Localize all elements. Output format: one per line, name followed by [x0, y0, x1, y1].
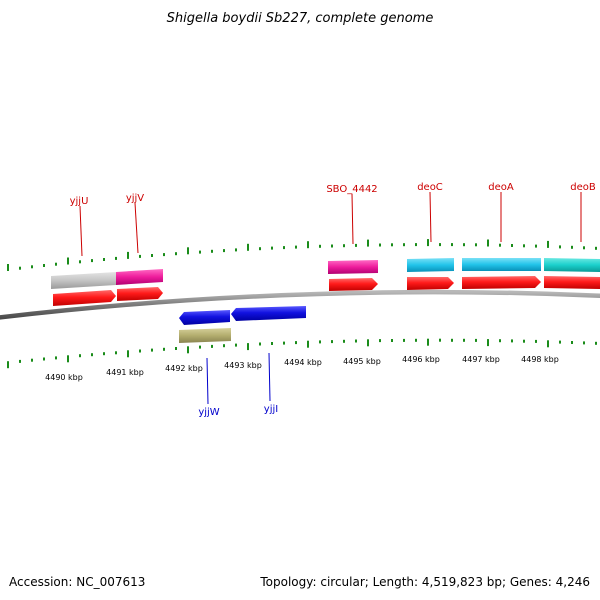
cog-block-yjjV	[116, 269, 163, 285]
gene-label-yjjV: yjjV	[126, 193, 144, 204]
cds-arrow-deoA	[462, 276, 541, 289]
cog-block-deoC	[407, 258, 454, 272]
cds-arrow-yjjU	[53, 290, 116, 306]
cds-arrow-deoC	[407, 277, 454, 290]
gene-label-deoA: deoA	[488, 182, 514, 193]
cds-track-reverse	[179, 306, 306, 325]
scale-label-4496: 4496 kbp	[402, 355, 440, 364]
scale-label-4494: 4494 kbp	[284, 358, 322, 367]
gene-label-yjjU: yjjU	[70, 196, 89, 207]
scale-label-4497: 4497 kbp	[462, 355, 500, 364]
accession-text: Accession: NC_007613	[9, 575, 145, 589]
inner-tick-ring	[7, 338, 597, 369]
cds-arrow-yjjI	[231, 306, 306, 321]
outer-tick-ring	[7, 239, 597, 271]
genome-summary-text: Topology: circular; Length: 4,519,823 bp…	[259, 575, 590, 589]
cds-arrow-yjjW	[179, 310, 230, 325]
leader-SBO_4442	[351, 193, 354, 245]
cds-arrow-yjjV	[117, 287, 163, 301]
cds-track-forward	[53, 276, 600, 306]
scale-label-4498: 4498 kbp	[521, 355, 559, 364]
leader-yjjV	[134, 202, 139, 254]
leader-yjjI	[268, 352, 271, 402]
gene-label-deoC: deoC	[417, 182, 443, 193]
cog-block-SBO_4442	[328, 260, 378, 274]
reverse-gene-labels: yjjW yjjI	[198, 352, 278, 418]
gene-label-deoB: deoB	[570, 182, 596, 193]
cds-arrow-deoB	[544, 276, 600, 289]
scale-label-4493: 4493 kbp	[224, 361, 262, 370]
gene-label-yjjI: yjjI	[264, 404, 278, 415]
scale-label-4495: 4495 kbp	[343, 357, 381, 366]
leader-yjjU	[79, 205, 83, 257]
leader-deoC	[429, 191, 432, 243]
scale-labels: 4490 kbp 4491 kbp 4492 kbp 4493 kbp 4494…	[45, 355, 559, 382]
cog-block-yjjW	[179, 328, 231, 343]
scale-label-4492: 4492 kbp	[165, 364, 203, 373]
genome-backbone	[0, 289, 600, 320]
scale-label-4490: 4490 kbp	[45, 373, 83, 382]
gene-label-yjjW: yjjW	[198, 407, 219, 418]
map-title: Shigella boydii Sb227, complete genome	[167, 11, 434, 26]
cog-block-deoB	[544, 258, 600, 272]
scale-label-4491: 4491 kbp	[106, 368, 144, 377]
gene-label-SBO_4442: SBO_4442	[326, 184, 377, 195]
forward-gene-labels: yjjU yjjV SBO_4442 deoC deoA deoB	[70, 182, 596, 257]
cog-block-deoA	[462, 258, 541, 271]
leader-yjjW	[206, 357, 209, 405]
cds-arrow-SBO_4442	[329, 278, 378, 291]
cog-track-forward	[51, 258, 600, 289]
cog-block-yjjU	[51, 272, 116, 289]
